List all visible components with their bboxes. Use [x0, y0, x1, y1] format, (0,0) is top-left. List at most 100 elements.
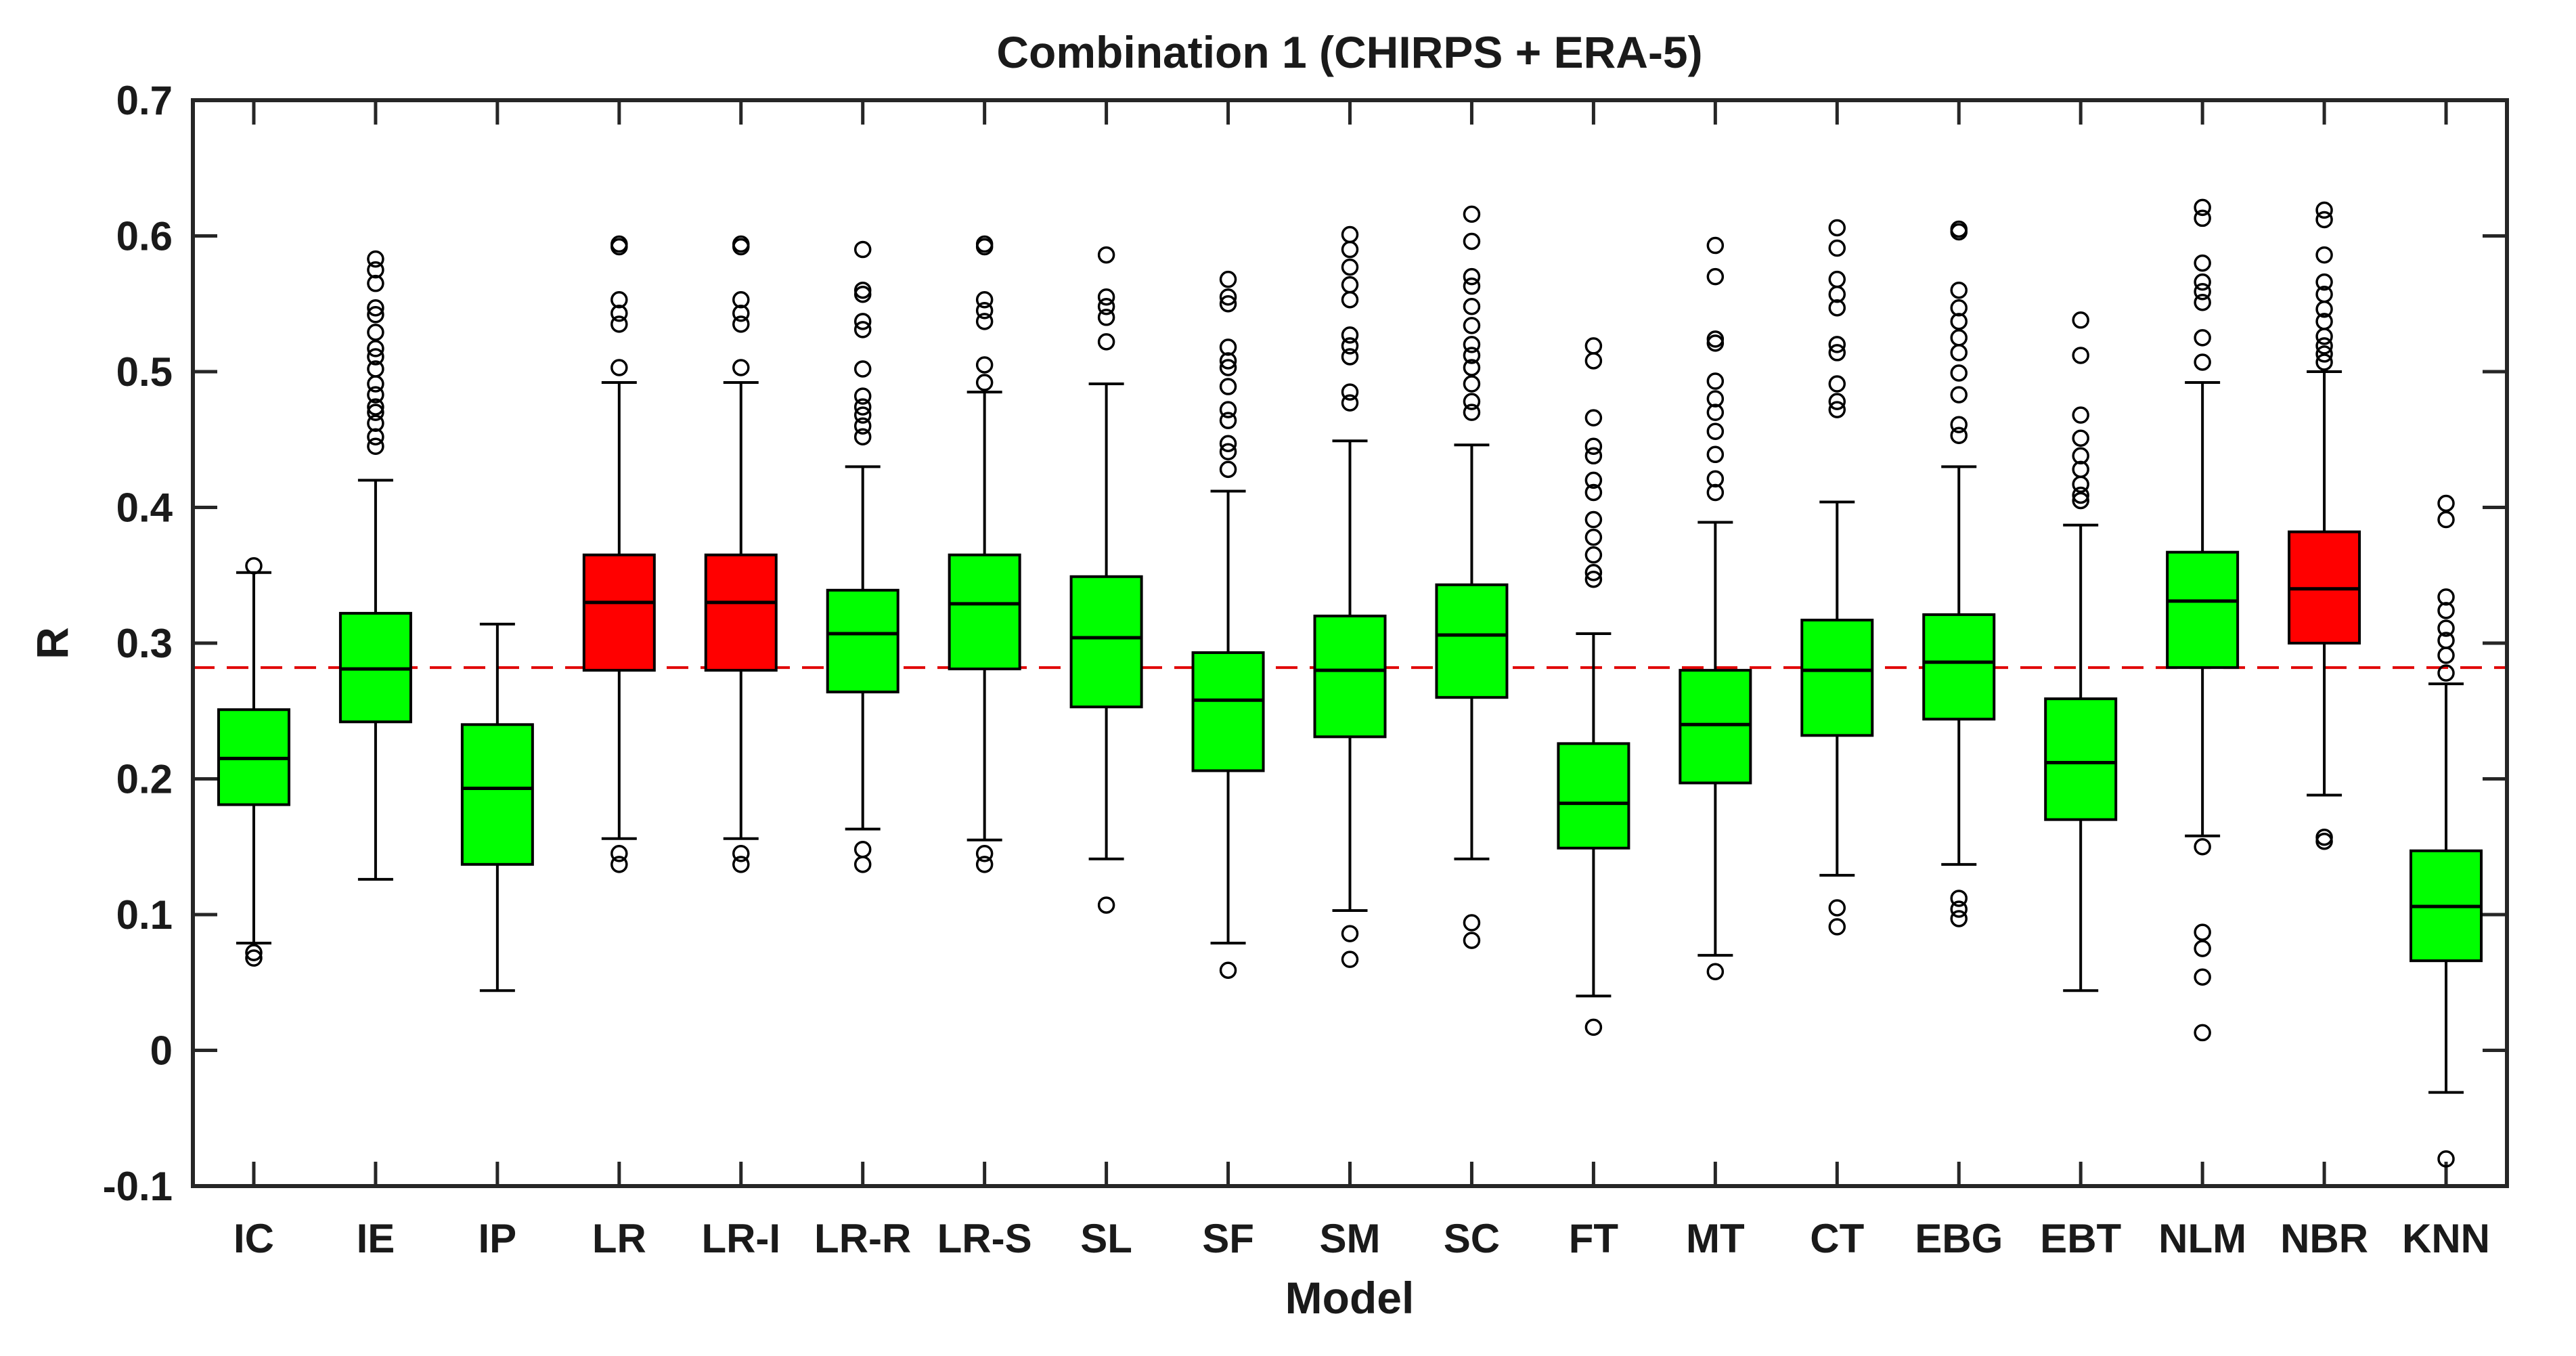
box-ct — [1800, 618, 1874, 737]
outlier-point — [1341, 950, 1359, 968]
y-tick-label: -0.1 — [103, 1164, 173, 1209]
outlier-point — [2194, 209, 2211, 227]
y-tick-label: 0.6 — [116, 214, 173, 259]
box-lr-i — [704, 553, 778, 672]
outlier-point — [367, 340, 384, 357]
outlier-point — [1463, 359, 1481, 376]
x-tick-label: IC — [234, 1216, 274, 1261]
outlier-point — [732, 856, 750, 873]
outlier-point — [853, 428, 872, 445]
outlier-point — [1584, 447, 1603, 465]
outlier-point — [1828, 393, 1846, 410]
outlier-point — [1706, 390, 1725, 408]
outlier-point — [1341, 326, 1359, 344]
outlier-point — [975, 374, 994, 391]
outlier-point — [1463, 277, 1481, 295]
outlier-point — [1584, 409, 1603, 427]
outlier-point — [245, 949, 263, 967]
outlier-point — [367, 250, 384, 268]
outlier-point — [732, 845, 750, 862]
outlier-point — [2437, 588, 2455, 606]
outlier-point — [2194, 282, 2211, 301]
outlier-point — [853, 360, 872, 378]
box-ft — [1557, 742, 1630, 850]
chart-title: Combination 1 (CHIRPS + ERA-5) — [996, 27, 1702, 77]
box-sc — [1435, 583, 1509, 699]
outlier-point — [975, 313, 994, 330]
outlier-point — [1950, 386, 1968, 403]
outlier-point — [2315, 246, 2333, 264]
outlier-point — [975, 302, 994, 320]
outlier-point — [1584, 1018, 1603, 1036]
outlier-point — [2437, 1150, 2455, 1168]
x-tick-label: IE — [357, 1216, 395, 1261]
outlier-point — [1950, 313, 1968, 330]
outlier-point — [1097, 298, 1115, 315]
outlier-point — [1463, 205, 1481, 223]
outlier-point — [2194, 198, 2211, 217]
axes-frame — [191, 98, 2509, 1188]
outlier-point — [732, 359, 750, 376]
box-mt — [1679, 669, 1752, 785]
outlier-point — [367, 437, 384, 456]
outlier-point — [367, 324, 384, 341]
outlier-point — [732, 315, 750, 333]
outlier-point — [610, 305, 628, 322]
outlier-point — [1219, 295, 1237, 313]
y-tick-label: 0.2 — [116, 757, 173, 802]
outlier-point — [367, 414, 384, 432]
outlier-point — [2194, 968, 2211, 986]
x-tick-label: MT — [1686, 1216, 1745, 1261]
outlier-point — [1584, 337, 1603, 355]
outlier-point — [2437, 619, 2455, 637]
outlier-point — [1706, 470, 1725, 488]
x-tick-label: CT — [1810, 1216, 1864, 1261]
outlier-point — [1219, 961, 1237, 979]
outlier-point — [1463, 298, 1481, 315]
outlier-point — [2194, 923, 2211, 941]
outlier-point — [1950, 900, 1968, 918]
y-tick-label: 0 — [150, 1028, 173, 1074]
x-tick-label: SM — [1320, 1216, 1381, 1261]
outlier-point — [1584, 571, 1603, 588]
outlier-point — [975, 290, 994, 309]
outlier-point — [2072, 491, 2089, 510]
outlier-point — [1950, 416, 1968, 433]
outlier-point — [1584, 563, 1603, 582]
outlier-point — [1219, 338, 1237, 356]
outlier-point — [2194, 1024, 2211, 1042]
outlier-point — [853, 313, 872, 330]
outlier-point — [1463, 393, 1481, 410]
outlier-point — [1828, 375, 1846, 393]
outlier-point — [2315, 337, 2333, 355]
box-ebt — [2044, 697, 2118, 821]
x-tick-label: NBR — [2280, 1216, 2368, 1261]
outlier-point — [2194, 329, 2211, 347]
outlier-point — [1584, 546, 1603, 564]
outlier-point — [1463, 403, 1481, 421]
box-sf — [1191, 651, 1265, 772]
outlier-point — [732, 235, 750, 253]
outlier-point — [853, 387, 872, 405]
outlier-point — [1584, 437, 1603, 456]
outlier-point — [1219, 460, 1237, 479]
outlier-point — [1584, 483, 1603, 502]
outlier-point — [732, 305, 750, 322]
outlier-point — [2437, 602, 2455, 619]
outlier-point — [2437, 664, 2455, 682]
outlier-point — [610, 235, 628, 253]
outlier-point — [1584, 471, 1603, 489]
x-tick-label: SC — [1444, 1216, 1500, 1261]
outlier-point — [2194, 254, 2211, 272]
box-ip — [460, 723, 534, 866]
outlier-point — [1463, 914, 1481, 932]
outlier-point — [2194, 838, 2211, 856]
outlier-point — [1706, 445, 1725, 464]
outlier-point — [2315, 211, 2333, 229]
x-tick-label: LR — [592, 1216, 646, 1261]
outlier-point — [367, 398, 384, 416]
outlier-point — [1463, 267, 1481, 286]
outlier-point — [1706, 403, 1725, 421]
x-axis-title: Model — [1285, 1273, 1415, 1323]
